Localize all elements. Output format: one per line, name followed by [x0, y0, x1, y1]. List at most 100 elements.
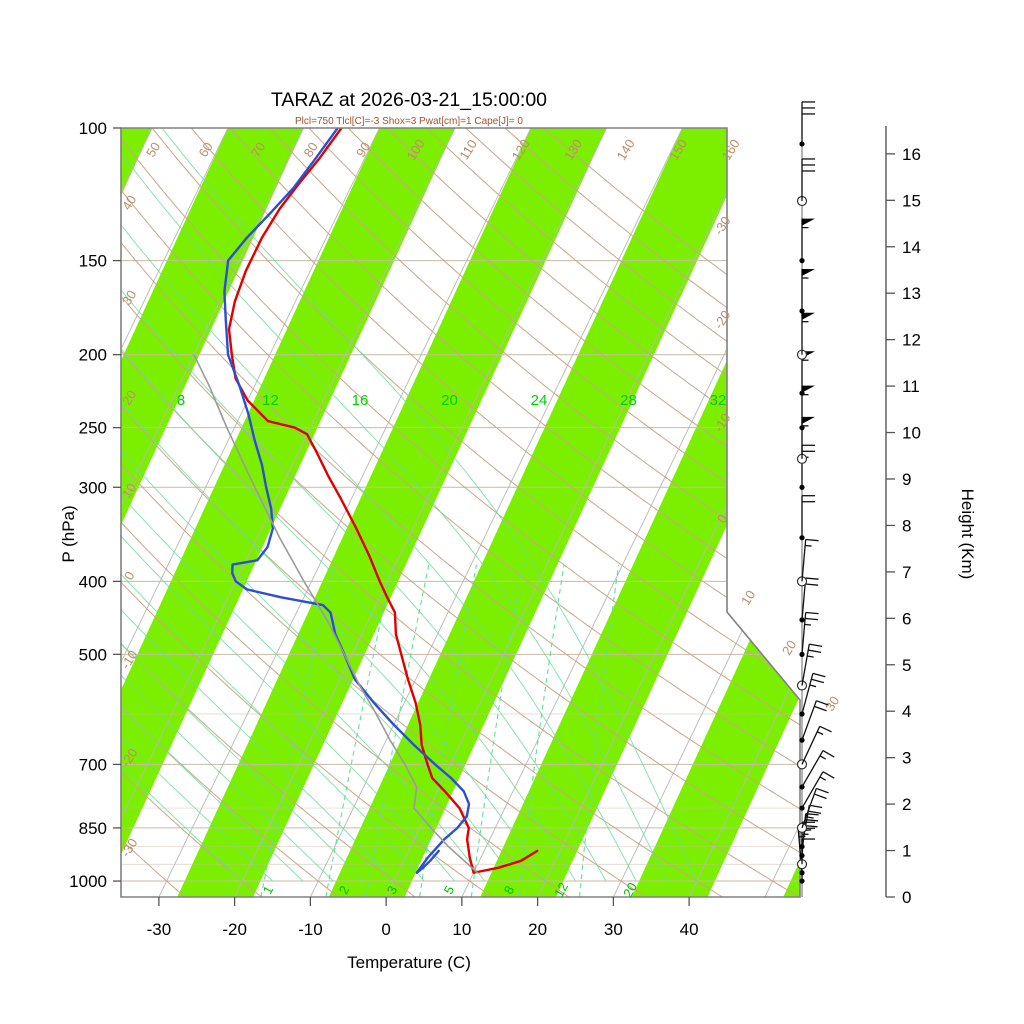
barb-full	[805, 583, 819, 586]
plot-border	[120, 127, 801, 898]
theta-label-16: 16	[352, 392, 369, 409]
wind-barb[interactable]	[799, 771, 835, 811]
wind-barb[interactable]	[799, 101, 815, 147]
isotherm--60	[121, 128, 305, 897]
level-marker	[799, 737, 805, 743]
mixing-ratio-3	[365, 564, 430, 897]
wind-barb[interactable]	[799, 750, 835, 790]
wind-barb[interactable]	[796, 312, 816, 360]
barb-full	[816, 787, 829, 794]
barb-full	[811, 678, 825, 684]
x-tick-label--30: -30	[147, 920, 172, 939]
wind-barb[interactable]	[796, 725, 832, 770]
barb-full	[809, 804, 823, 809]
moist-adiabat--12	[121, 128, 304, 882]
y2-axis-label: Height (Km)	[958, 489, 977, 580]
barb-half	[805, 544, 812, 547]
theta-label-8: 8	[177, 392, 185, 409]
barb-half	[807, 655, 814, 658]
height-tick-label-1: 1	[902, 842, 911, 861]
barb-full	[804, 825, 818, 828]
wind-barb[interactable]	[799, 672, 826, 717]
dry-adiabat-label-90: 90	[353, 140, 373, 160]
wind-barb-column[interactable]	[796, 101, 835, 897]
barb-half	[819, 755, 826, 760]
barb-shaft	[801, 673, 814, 715]
level-marker	[799, 711, 805, 717]
wind-barb[interactable]	[796, 787, 829, 833]
wind-barb[interactable]	[799, 269, 815, 314]
mixing-ratio-1	[260, 564, 335, 897]
wind-barb[interactable]	[799, 700, 829, 743]
grid-line-labels: 50 60 70 80 90 100 110 120 130 140 150 160403020100…	[118, 136, 843, 899]
height-tick-label-3: 3	[902, 749, 911, 768]
moist-adiabat-40	[161, 128, 698, 882]
barb-shaft	[801, 700, 817, 741]
moist-adiabat-32	[121, 128, 637, 882]
moist-adiabat-24	[121, 128, 577, 882]
barb-full	[808, 810, 822, 815]
dry-adiabat-160	[386, 128, 800, 726]
barb-full	[819, 725, 832, 733]
height-tick-label-9: 9	[902, 470, 911, 489]
isotherm-20	[537, 128, 800, 897]
height-tick-label-4: 4	[902, 702, 911, 721]
wind-barb[interactable]	[796, 538, 819, 587]
dry-adiabat--20	[121, 128, 262, 897]
dry-adiabat-170	[426, 128, 800, 698]
theta-label-28: 28	[620, 392, 637, 409]
x-tick-label-0: 0	[381, 920, 390, 939]
wind-barb[interactable]	[796, 158, 816, 207]
x-tick-label--10: -10	[298, 920, 323, 939]
right-isotherm-label-10: 10	[738, 588, 758, 608]
barb-shaft	[801, 539, 807, 582]
left-grid-label-30: 30	[119, 288, 139, 308]
dry-adiabat-label-50: 50	[143, 140, 163, 160]
wind-barb[interactable]	[799, 218, 815, 264]
barb-half	[816, 731, 824, 736]
profile-parcel	[193, 353, 479, 874]
isotherm--20	[234, 128, 608, 897]
barb-full	[822, 771, 835, 779]
profile-temperature	[227, 128, 539, 874]
height-tick-label-10: 10	[902, 424, 921, 443]
theta-label-24: 24	[531, 392, 548, 409]
p-tick-label-100: 100	[79, 119, 107, 138]
shade-band	[310, 128, 759, 897]
p-tick-label-500: 500	[79, 645, 107, 664]
moist-adiabat-16	[121, 128, 516, 882]
wind-barb[interactable]	[799, 495, 815, 541]
barb-flag	[802, 218, 815, 226]
moist-adiabat-4	[121, 128, 425, 882]
barb-full	[809, 643, 823, 648]
dry-adiabat-180	[465, 128, 800, 674]
barb-half	[804, 623, 812, 626]
isotherm--50	[121, 128, 380, 897]
right-isotherm-label-30: 30	[822, 694, 842, 714]
shade-band	[121, 128, 456, 897]
x-tick-label-30: 30	[604, 920, 623, 939]
theta-label-32: 32	[710, 392, 727, 409]
shade-band	[158, 128, 607, 897]
moist-adiabat--16	[121, 128, 273, 882]
wind-barb[interactable]	[799, 611, 819, 657]
p-tick-label-1000: 1000	[69, 872, 107, 891]
dry-adiabat-100	[151, 128, 800, 895]
isotherm--70	[121, 128, 229, 897]
moist-adiabat-lines	[121, 128, 698, 882]
dry-adiabat-40	[121, 128, 723, 897]
barb-full	[805, 577, 819, 580]
isotherm--40	[121, 128, 456, 897]
moist-adiabat--4	[121, 128, 364, 882]
x-tick-label--20: -20	[222, 920, 247, 939]
moist-adiabat--8	[121, 128, 334, 882]
level-marker	[799, 805, 805, 811]
x-tick-label-20: 20	[528, 920, 547, 939]
level-marker	[799, 852, 805, 859]
height-tick-label-11: 11	[902, 377, 920, 396]
isotherm-0	[385, 128, 759, 897]
wind-barb[interactable]	[796, 643, 823, 691]
height-tick-label-6: 6	[902, 609, 911, 628]
dry-adiabat-70	[121, 128, 800, 897]
